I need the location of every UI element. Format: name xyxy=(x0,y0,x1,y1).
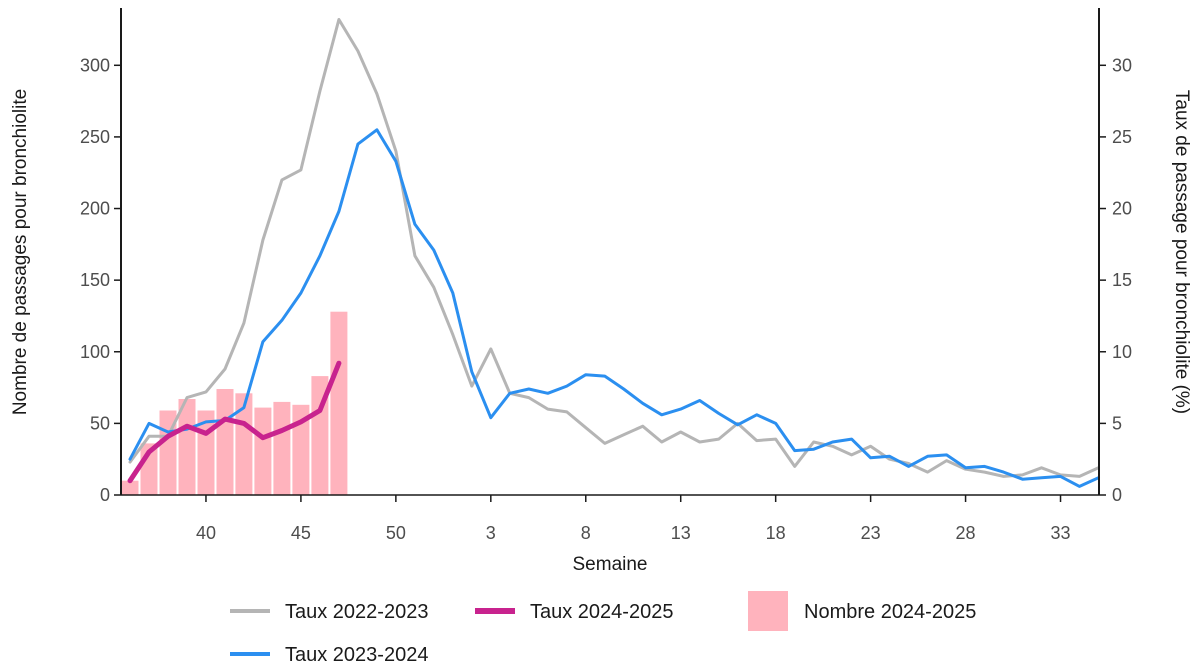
x-axis-title: Semaine xyxy=(573,554,648,575)
legend-label: Nombre 2024-2025 xyxy=(804,601,976,623)
ticks-layer: 0 50 100 150 200 250 300 0 5 10 15 20 25 30 40 45 50 3 8 13… xyxy=(80,55,1132,543)
x-tick-label: 33 xyxy=(1051,523,1071,543)
bar-44 xyxy=(273,401,291,495)
x-tick-label: 45 xyxy=(291,523,311,543)
right-tick-label: 25 xyxy=(1112,127,1132,147)
bar-45 xyxy=(292,404,310,495)
left-tick-label: 200 xyxy=(80,199,110,219)
x-tick-label: 40 xyxy=(196,523,216,543)
legend-label: Taux 2024-2025 xyxy=(530,601,673,623)
bars-layer xyxy=(121,311,348,495)
x-tick-label: 28 xyxy=(956,523,976,543)
right-tick-label: 5 xyxy=(1112,413,1122,433)
left-tick-label: 250 xyxy=(80,127,110,147)
bar-47 xyxy=(330,311,348,495)
left-axis-title: Nombre de passages pour bronchiolite xyxy=(10,89,31,415)
right-tick-label: 0 xyxy=(1112,485,1122,505)
series-line-taux-2023-2024 xyxy=(128,128,1100,488)
bar-36 xyxy=(121,480,139,495)
right-tick-label: 30 xyxy=(1112,55,1132,75)
x-tick-label: 13 xyxy=(671,523,691,543)
left-tick-label: 300 xyxy=(80,55,110,75)
bar-41 xyxy=(216,389,234,495)
right-axis-title: Taux de passage pour bronchiolite (%) xyxy=(1171,90,1192,414)
x-tick-label: 50 xyxy=(386,523,406,543)
x-tick-label: 3 xyxy=(486,523,496,543)
right-tick-label: 15 xyxy=(1112,270,1132,290)
bar-43 xyxy=(254,407,272,495)
right-tick-label: 10 xyxy=(1112,342,1132,362)
bar-42 xyxy=(235,393,253,495)
legend-swatch-bar xyxy=(748,591,788,631)
x-tick-label: 18 xyxy=(766,523,786,543)
lines-layer xyxy=(127,18,1100,488)
series-line-taux-2024-2025 xyxy=(127,360,342,484)
x-tick-label: 8 xyxy=(581,523,591,543)
legend-label: Taux 2022-2023 xyxy=(285,601,428,623)
axes-layer xyxy=(120,8,1100,496)
left-tick-label: 50 xyxy=(90,413,110,433)
legend: Taux 2022-2023 Taux 2024-2025 Nombre 2024-… xyxy=(230,591,976,666)
series-line-taux-2022-2023 xyxy=(128,18,1100,478)
legend-label: Taux 2023-2024 xyxy=(285,644,428,666)
x-tick-label: 23 xyxy=(861,523,881,543)
left-tick-label: 100 xyxy=(80,342,110,362)
bar-39 xyxy=(178,399,196,495)
left-tick-label: 150 xyxy=(80,270,110,290)
left-tick-label: 0 xyxy=(100,485,110,505)
right-tick-label: 20 xyxy=(1112,199,1132,219)
